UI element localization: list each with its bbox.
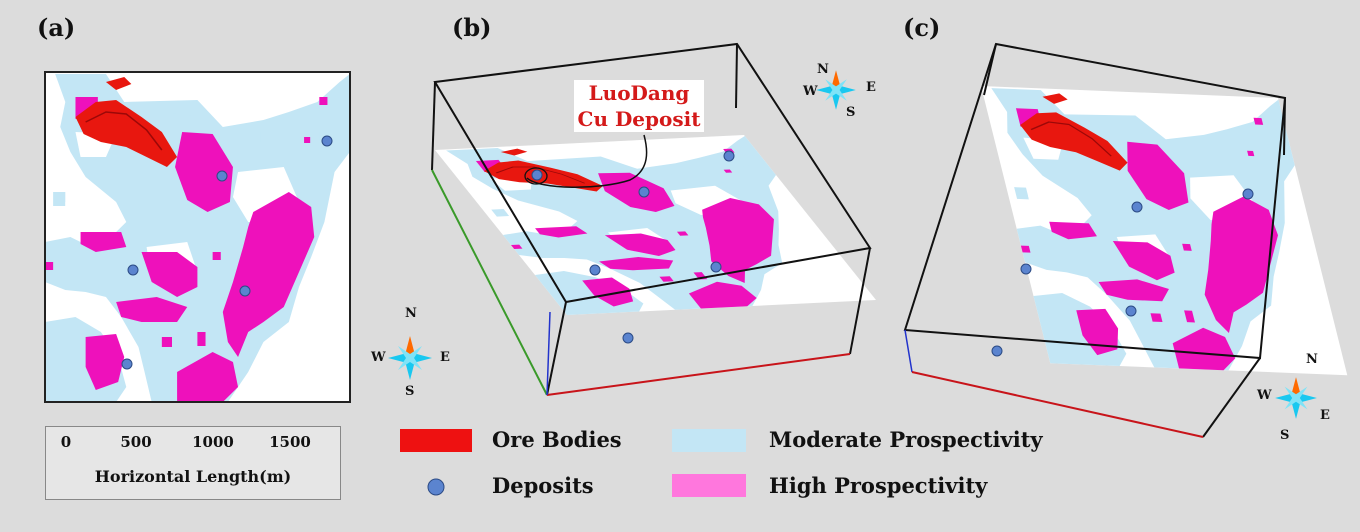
scale-bar: 0 500 1000 1500 Horizontal Length(m) (45, 426, 341, 500)
panel-label-b: (b) (452, 13, 492, 42)
compass-b-s: S (846, 105, 856, 120)
scale-caption: Horizontal Length(m) (94, 467, 292, 486)
legend-swatch-moderate (672, 429, 746, 452)
compass-b-n: N (817, 62, 829, 77)
compass-c-s: S (1280, 428, 1290, 443)
compass-mid-n: N (405, 306, 417, 321)
deposit-marker (991, 345, 1003, 357)
panel-label-c: (c) (903, 13, 941, 42)
scale-tick-1500: 1500 (269, 433, 311, 451)
compass-rose-icon (388, 336, 432, 380)
panel-c-3d-view (903, 42, 1349, 438)
callout-leader (526, 134, 648, 189)
compass-c-n: N (1306, 352, 1318, 367)
compass-c-e: E (1320, 408, 1330, 423)
deposit-marker (531, 169, 543, 181)
deposit-marker (121, 358, 133, 370)
panel-b-3d-view (431, 42, 877, 396)
deposit-marker (321, 135, 333, 147)
scale-tick-1000: 1000 (192, 433, 234, 451)
deposit-marker (1131, 201, 1143, 213)
legend-swatch-ore (400, 429, 472, 452)
luodang-callout: LuoDang Cu Deposit (574, 80, 704, 132)
deposit-marker (723, 150, 735, 162)
compass-rose-icon (1275, 377, 1317, 419)
compass-mid-w: W (371, 350, 386, 365)
panel-a-map (44, 71, 351, 403)
deposit-marker (589, 264, 601, 276)
legend-swatch-deposit (427, 478, 445, 496)
deposit-marker (638, 186, 650, 198)
callout-line1: LuoDang (588, 81, 690, 105)
scale-tick-500: 500 (120, 433, 152, 451)
deposit-marker (1125, 305, 1137, 317)
deposit-marker (1020, 263, 1032, 275)
scale-tick-0: 0 (60, 433, 72, 451)
legend-swatch-high (672, 474, 746, 497)
panel-label-a: (a) (37, 13, 76, 42)
compass-b-e: E (866, 80, 876, 95)
compass-mid-e: E (440, 350, 450, 365)
legend-label-ore: Ore Bodies (492, 427, 622, 452)
deposit-marker (1242, 188, 1254, 200)
legend-label-moderate: Moderate Prospectivity (769, 427, 1043, 452)
compass-mid-s: S (405, 384, 415, 399)
compass-c-w: W (1257, 388, 1272, 403)
deposit-marker (216, 170, 228, 182)
deposit-marker (239, 285, 251, 297)
deposit-marker (622, 332, 634, 344)
legend-label-high: High Prospectivity (769, 473, 988, 498)
compass-b-w: W (803, 84, 818, 99)
callout-line2: Cu Deposit (577, 107, 701, 131)
deposit-marker (710, 261, 722, 273)
deposit-marker (127, 264, 139, 276)
legend-label-deposits: Deposits (492, 473, 594, 498)
